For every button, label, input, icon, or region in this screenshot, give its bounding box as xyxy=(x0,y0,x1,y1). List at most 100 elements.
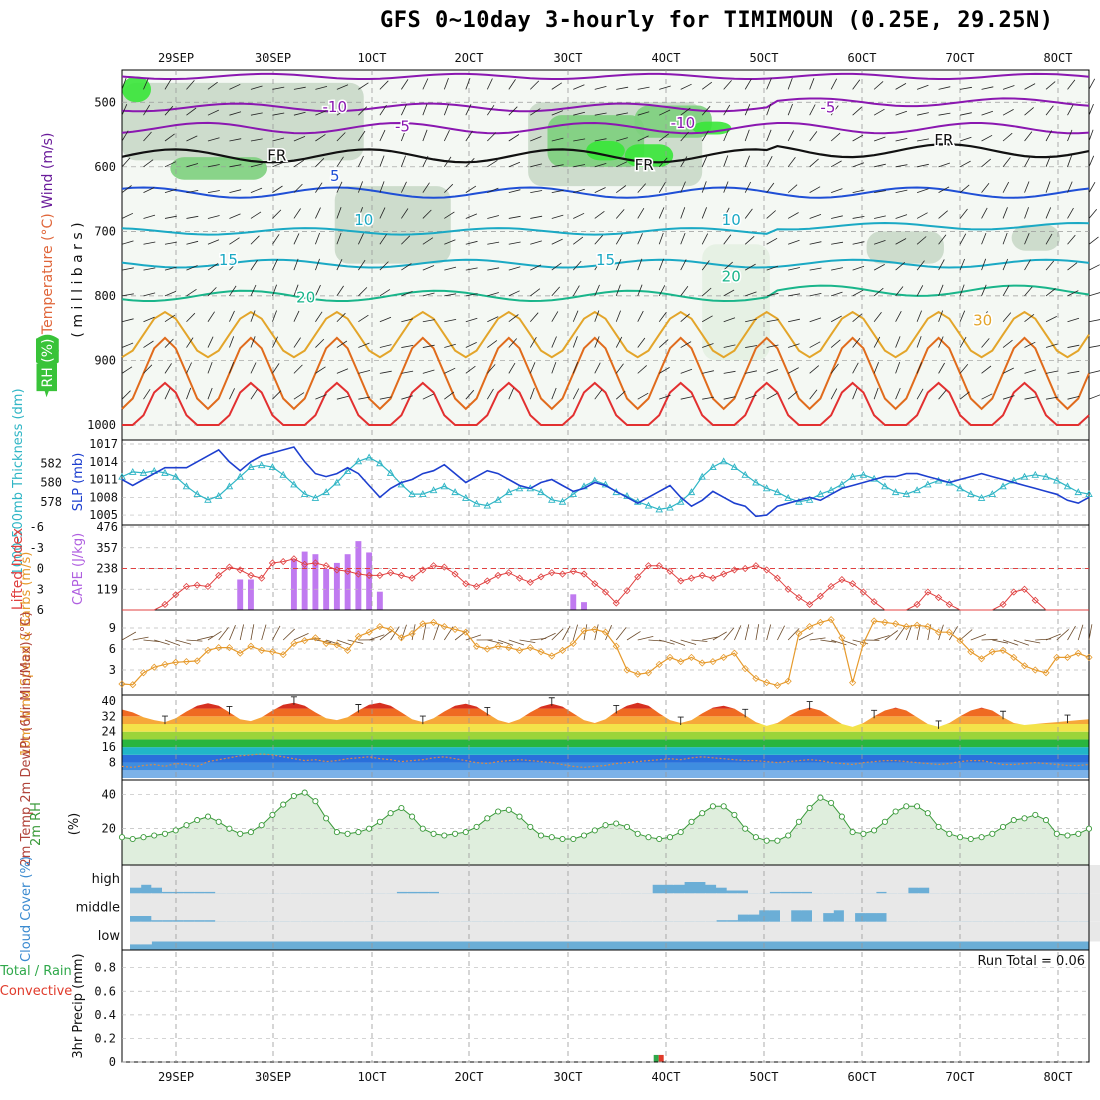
surface-wind-barb xyxy=(540,632,556,641)
wind-barb xyxy=(358,342,370,348)
wind-barb xyxy=(766,129,772,142)
wind-speed-point xyxy=(730,649,738,657)
wind-barb xyxy=(766,369,779,374)
wind-barb xyxy=(852,265,865,271)
wind-barb xyxy=(229,336,235,348)
cape-tick-label: 238 xyxy=(96,562,118,576)
cloud-cell xyxy=(609,865,621,894)
wind-barb xyxy=(1067,104,1074,116)
wind-barb xyxy=(293,392,305,400)
thickness-point xyxy=(311,493,320,501)
rh2m-point xyxy=(140,834,147,841)
surface-wind-barb xyxy=(841,639,858,646)
wind-barb xyxy=(1045,105,1054,116)
lifted-index-point xyxy=(1031,596,1039,604)
surface-wind-barb xyxy=(594,624,599,641)
wind-speed-point xyxy=(1074,649,1082,657)
cloud-cell xyxy=(385,893,397,922)
wind-barb xyxy=(573,111,585,116)
wind-barb xyxy=(293,233,300,245)
rh2m-point xyxy=(269,811,276,818)
cloud-cell xyxy=(343,893,355,922)
wind-barb xyxy=(594,235,603,245)
wind-barb xyxy=(981,338,990,348)
wind-barb xyxy=(465,104,472,116)
wind-barb xyxy=(1067,234,1076,245)
cloud-cell xyxy=(843,893,856,922)
thickness-point xyxy=(376,459,384,467)
cloud-cell xyxy=(662,921,674,942)
wind-barb xyxy=(487,340,498,348)
wind-barb xyxy=(658,207,665,219)
thickness-line xyxy=(121,456,1090,511)
wind-barb xyxy=(422,129,428,142)
wind-barb xyxy=(422,344,435,348)
wind-speed-point xyxy=(204,646,212,654)
slp-tick-label: 1011 xyxy=(89,473,118,487)
lifted-index-point xyxy=(1010,588,1018,596)
surface-wind-barb xyxy=(905,624,913,641)
wind-barb xyxy=(637,135,649,142)
cloud-cell xyxy=(343,921,355,942)
precip-tick-label: 0 xyxy=(109,1055,116,1069)
wind-barb xyxy=(637,86,650,90)
wind-barb xyxy=(336,368,349,374)
wind-barb xyxy=(164,78,172,90)
wind-barb xyxy=(981,365,992,374)
thickness-point xyxy=(419,490,427,497)
cloud-cell xyxy=(396,921,408,942)
cloud-cell xyxy=(588,921,600,942)
cloud-cell xyxy=(1089,865,1100,894)
wind-barb xyxy=(873,336,881,348)
wind-barb xyxy=(680,396,693,400)
precip-tick-label: 0.6 xyxy=(94,984,116,998)
cloud-cell xyxy=(939,893,951,922)
cloud-cell xyxy=(780,865,792,892)
rh2m-point xyxy=(849,829,856,836)
wind-barb xyxy=(702,315,713,323)
wind-barb xyxy=(336,232,342,245)
contour-label: -5 xyxy=(395,117,410,135)
rh2m-point xyxy=(795,818,802,825)
wind-barb xyxy=(959,112,972,116)
rh2m-point xyxy=(462,829,469,836)
wind-barb xyxy=(164,314,176,323)
wind-speed-point xyxy=(118,680,126,688)
surface-wind-barb xyxy=(959,629,973,641)
cloud-cell xyxy=(769,921,781,942)
wind-barb xyxy=(164,266,177,271)
wind-barb xyxy=(637,337,646,348)
surface-wind-barb xyxy=(293,633,309,641)
cloud-cell xyxy=(652,893,664,922)
temp-band xyxy=(122,731,1089,740)
wind-barb xyxy=(422,292,435,297)
wind-speed-point xyxy=(333,641,341,649)
wind-speed-point xyxy=(666,653,674,661)
wind-barb xyxy=(487,159,498,168)
rh2m-point xyxy=(946,830,953,837)
cloud-cell xyxy=(1046,893,1058,922)
precip-total-bar xyxy=(653,1054,659,1062)
wind-barb xyxy=(443,77,449,90)
wind-barb xyxy=(465,213,478,219)
rh2m-point xyxy=(194,817,201,824)
wind-speed-point xyxy=(301,637,309,645)
rh2m-point xyxy=(484,815,491,822)
cloud-cell xyxy=(311,893,323,922)
cloud-cell xyxy=(598,921,610,942)
cloud-cell xyxy=(737,921,749,942)
cloud-cell xyxy=(780,893,792,922)
wind-speed-point xyxy=(397,634,405,642)
cloud-cell xyxy=(204,893,216,921)
wind-barb xyxy=(917,163,929,168)
lifted-index-point xyxy=(473,582,481,591)
wind-barb xyxy=(443,130,450,142)
cloud-cell xyxy=(1078,865,1090,894)
cape-bar xyxy=(290,559,297,610)
wind-barb xyxy=(1088,370,1100,374)
wind-barb xyxy=(121,390,131,400)
surface-wind-barb xyxy=(562,625,571,641)
wind-speed-point xyxy=(806,623,814,631)
wind-barb xyxy=(272,86,285,90)
wind-barb xyxy=(1024,396,1037,400)
